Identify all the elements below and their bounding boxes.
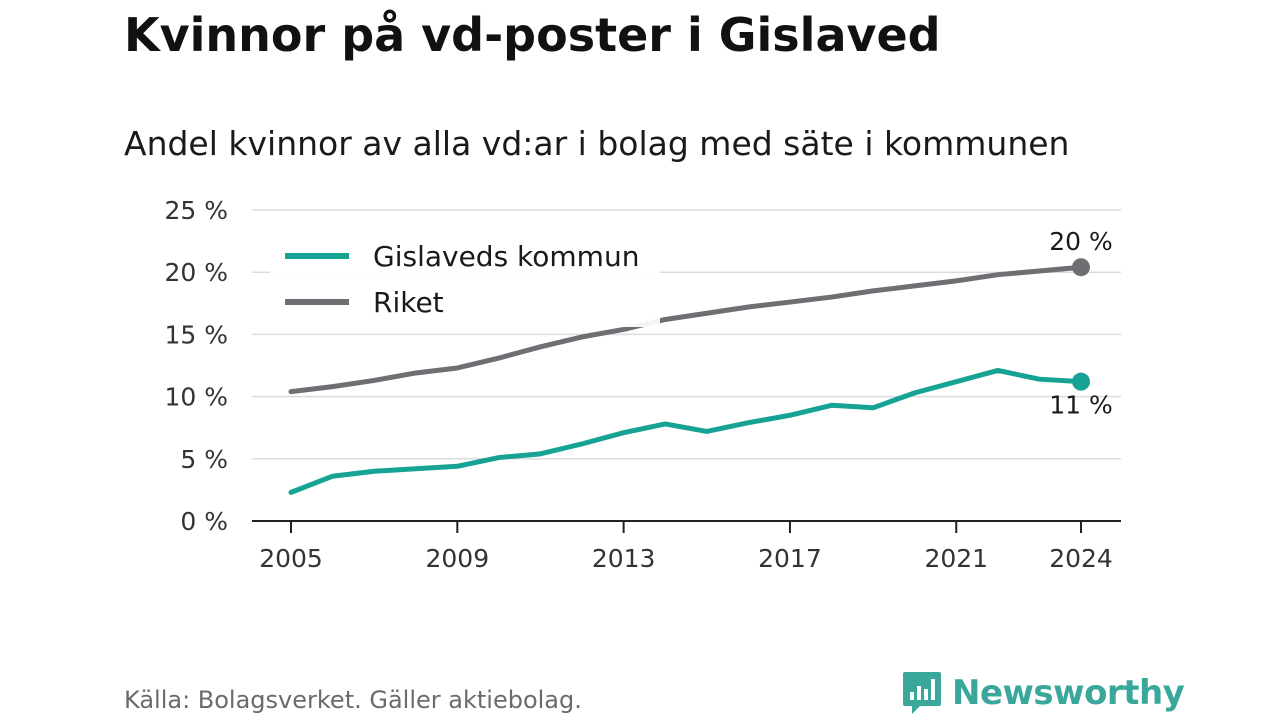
y-tick-label: 0 % <box>180 507 228 536</box>
brand-name: Newsworthy <box>952 673 1185 713</box>
series-line <box>288 264 1084 395</box>
series-line <box>288 367 1084 495</box>
x-tick-label: 2017 <box>758 544 822 573</box>
x-axis: 2005 2009 2013 2017 2021 2024 <box>252 520 1121 573</box>
series-end-label: 20 % <box>1049 227 1113 256</box>
y-tick-label: 5 % <box>180 445 228 474</box>
x-tick-label: 2021 <box>924 544 988 573</box>
series-end-label: 11 % <box>1049 391 1113 420</box>
x-tick-label: 2009 <box>426 544 490 573</box>
series-end-point <box>1072 258 1090 277</box>
legend-label: Gislaveds kommun <box>373 240 639 273</box>
y-tick-label: 20 % <box>164 258 228 287</box>
newsworthy-logo-icon <box>903 672 941 714</box>
legend-items: Gislaveds kommun Riket <box>270 232 660 327</box>
x-tick-label: 2024 <box>1049 544 1113 573</box>
legend-background <box>270 232 660 327</box>
series-end-point <box>1072 372 1090 391</box>
end-labels: 11 % 20 % <box>1049 227 1113 419</box>
x-tick-label: 2005 <box>259 544 323 573</box>
legend-label: Riket <box>373 286 444 319</box>
brand-logo: Newsworthy <box>902 670 1185 716</box>
chart-subtitle: Andel kvinnor av alla vd:ar i bolag med … <box>124 124 1070 163</box>
chart-title: Kvinnor på vd-poster i Gislaved <box>124 8 941 62</box>
y-tick-label: 15 % <box>164 320 228 349</box>
y-tick-label: 10 % <box>164 383 228 412</box>
source-note: Källa: Bolagsverket. Gäller aktiebolag. <box>124 686 582 714</box>
x-tick-label: 2013 <box>592 544 656 573</box>
y-tick-label: 25 % <box>164 196 228 225</box>
y-axis: 0 % 5 % 10 % 15 % 20 % 25 % <box>164 196 228 536</box>
series-lines <box>288 258 1090 495</box>
